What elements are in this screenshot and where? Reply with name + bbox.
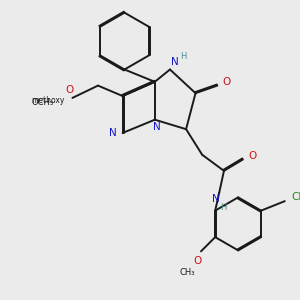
Text: O: O bbox=[65, 85, 74, 95]
Text: N: N bbox=[212, 194, 219, 204]
Text: H: H bbox=[220, 203, 226, 212]
Text: O: O bbox=[193, 256, 201, 266]
Text: methoxy: methoxy bbox=[31, 96, 64, 105]
Text: N: N bbox=[109, 128, 117, 138]
Text: CH₃: CH₃ bbox=[180, 268, 196, 277]
Text: N: N bbox=[153, 122, 160, 132]
Text: H: H bbox=[180, 52, 186, 61]
Text: N: N bbox=[171, 57, 178, 67]
Text: O: O bbox=[223, 77, 231, 87]
Text: O: O bbox=[248, 151, 256, 161]
Text: OCH₃: OCH₃ bbox=[32, 98, 53, 107]
Text: Cl: Cl bbox=[291, 192, 300, 203]
